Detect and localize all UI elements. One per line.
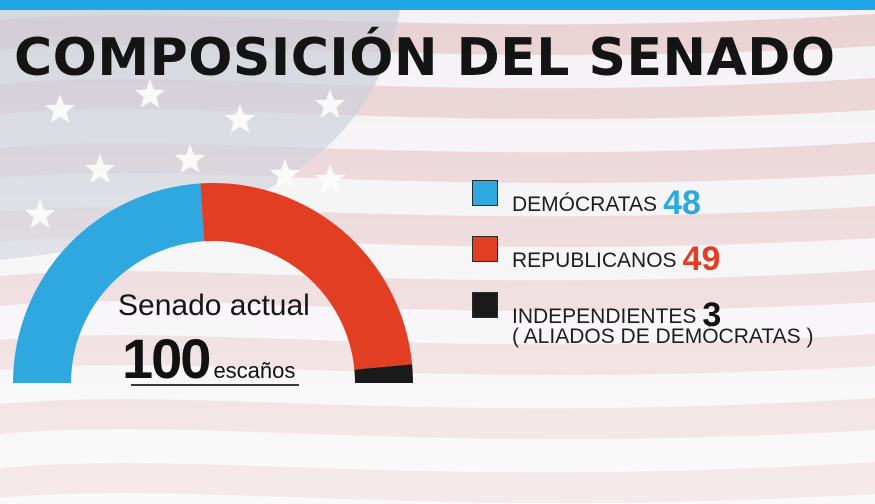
chart-segment-democratas	[13, 183, 205, 383]
top-accent-bar	[0, 0, 875, 10]
legend-value-democratas: 48	[663, 184, 701, 222]
legend-label-independientes: INDEPENDIENTES	[512, 305, 697, 328]
legend-swatch-independientes	[472, 292, 498, 318]
legend-swatch-democratas	[472, 180, 498, 206]
legend-label-democratas: DEMÓCRATAS	[512, 193, 658, 216]
independientes-note: ( ALIADOS DE DEMÓCRATAS )	[512, 325, 814, 348]
legend-item-independientes: INDEPENDIENTES 3	[472, 280, 872, 336]
chart-center-label: Senado actual	[118, 289, 310, 322]
total-seats-unit: escaños	[213, 358, 296, 383]
legend-value-independientes: 3	[702, 296, 722, 334]
page-title: COMPOSICIÓN DEL SENADO	[14, 28, 836, 88]
legend-value-republicanos: 49	[682, 240, 721, 278]
chart-segment-republicanos	[200, 183, 413, 370]
legend-item-republicanos: REPUBLICANOS 49	[472, 224, 872, 280]
legend: DEMÓCRATAS 48 REPUBLICANOS 49 INDEPENDIENT…	[472, 168, 872, 336]
legend-label-republicanos: REPUBLICANOS	[512, 249, 677, 272]
legend-item-democratas: DEMÓCRATAS 48	[472, 168, 872, 224]
legend-swatch-republicanos	[472, 236, 498, 262]
total-seats-number: 100	[122, 327, 211, 390]
total-seats: 100 escaños	[122, 326, 295, 391]
chart-segment-independientes	[354, 364, 413, 383]
total-underline	[131, 384, 299, 386]
